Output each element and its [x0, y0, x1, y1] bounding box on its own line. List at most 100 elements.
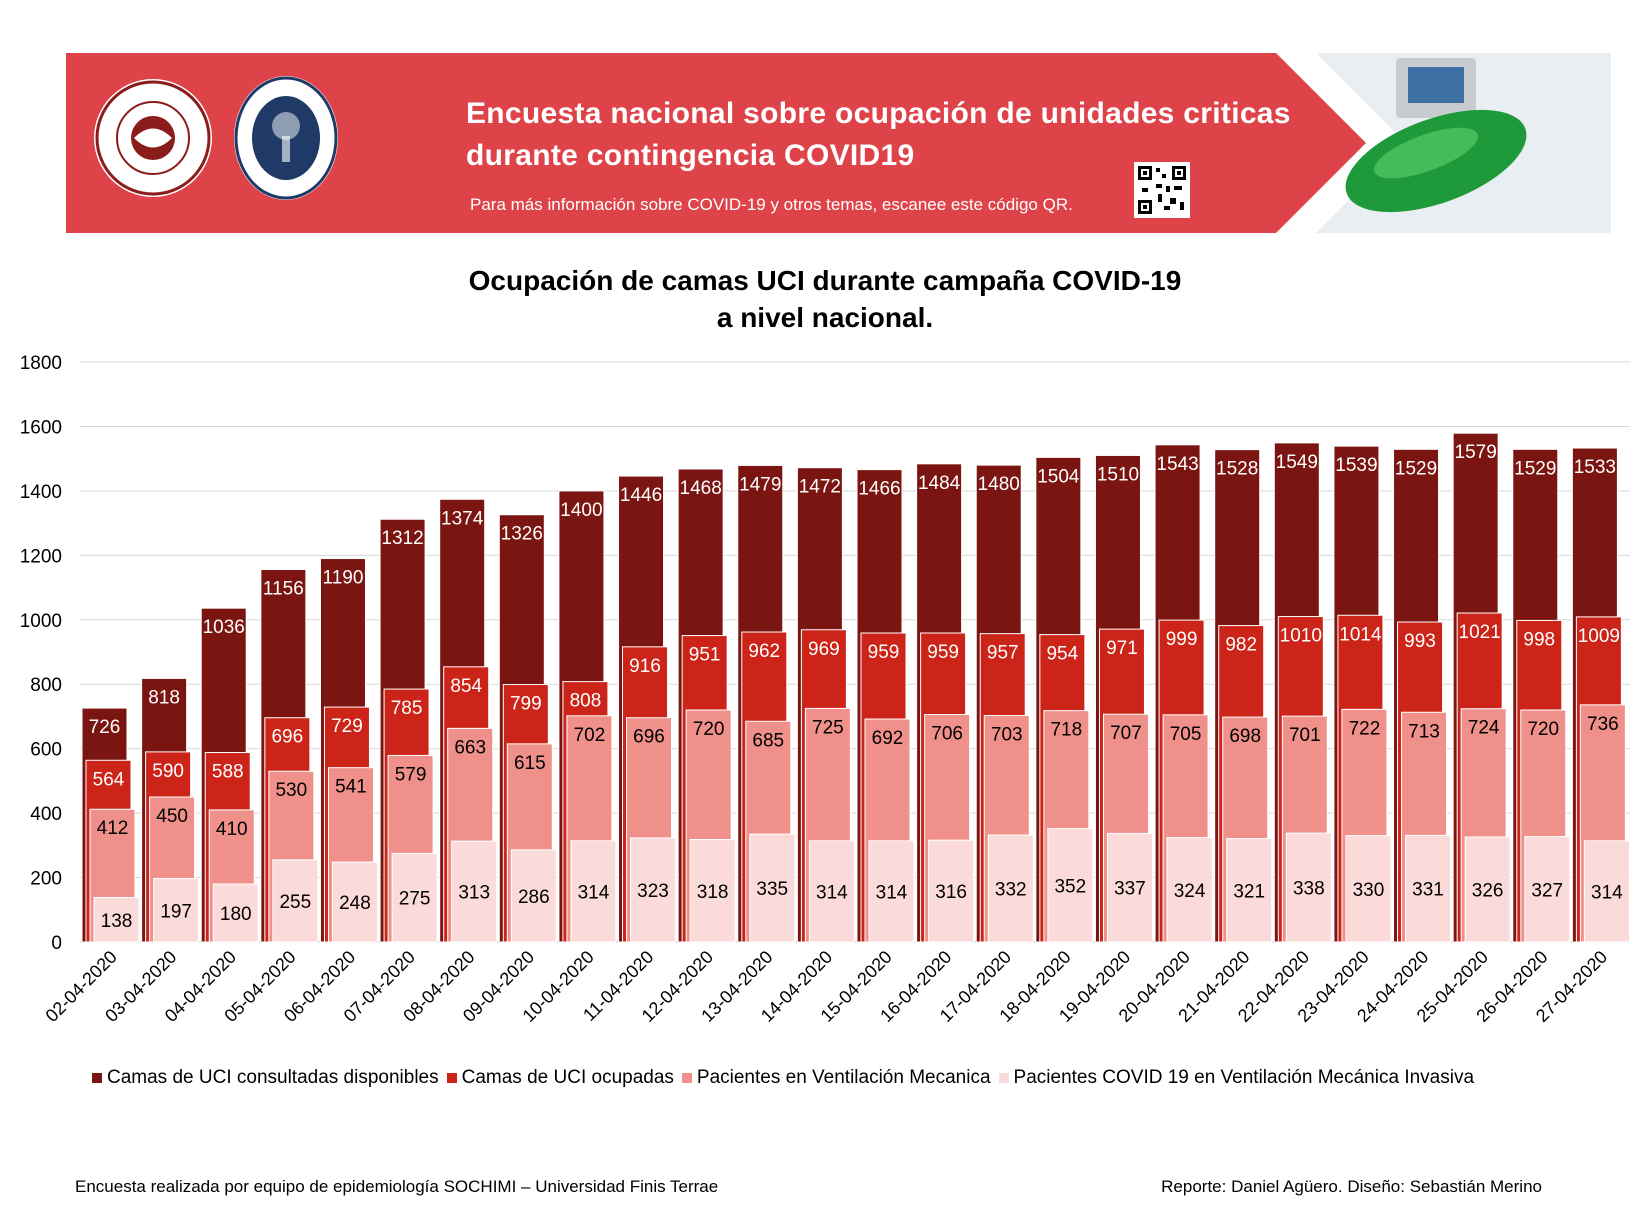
data-label: 982 — [1225, 635, 1257, 656]
data-label: 951 — [689, 645, 721, 666]
y-tick-label: 1800 — [20, 353, 62, 374]
banner-title-line2: durante contingencia COVID19 — [466, 139, 915, 172]
data-label: 736 — [1587, 714, 1619, 735]
data-label: 327 — [1531, 880, 1563, 901]
data-label: 718 — [1050, 720, 1082, 741]
data-label: 713 — [1408, 721, 1440, 742]
data-label: 724 — [1468, 718, 1500, 739]
data-label: 707 — [1110, 723, 1142, 744]
legend-item: Pacientes en Ventilación Mecanica — [681, 1067, 991, 1089]
bar-4 — [331, 861, 378, 943]
data-label: 1549 — [1276, 452, 1318, 473]
bar-4 — [987, 834, 1034, 943]
data-label: 180 — [220, 904, 252, 925]
data-label: 248 — [339, 893, 371, 914]
banner-background — [66, 53, 1611, 233]
bar-4 — [451, 840, 498, 943]
chart-title-line2: a nivel nacional. — [716, 302, 934, 333]
y-tick-label: 1600 — [20, 417, 62, 438]
data-label: 541 — [335, 777, 367, 798]
data-label: 331 — [1412, 880, 1444, 901]
data-label: 337 — [1114, 879, 1146, 900]
bar-4 — [1285, 832, 1332, 943]
data-label: 1472 — [799, 477, 841, 498]
data-label: 1468 — [680, 478, 722, 499]
data-label: 1579 — [1455, 442, 1497, 463]
bar-4 — [630, 837, 677, 943]
legend-item: Camas de UCI ocupadas — [446, 1067, 674, 1089]
data-label: 1446 — [620, 485, 662, 506]
banner-title: Encuesta nacional sobre ocupación de uni… — [466, 93, 1406, 177]
bar-4 — [272, 859, 319, 943]
legend-label: Pacientes COVID 19 en Ventilación Mecáni… — [1013, 1067, 1475, 1088]
data-label: 701 — [1289, 725, 1321, 746]
bar-4 — [928, 839, 975, 943]
y-tick-label: 0 — [51, 933, 62, 954]
data-label: 1479 — [739, 474, 781, 495]
data-label: 1510 — [1097, 464, 1139, 485]
chart-title: Ocupación de camas UCI durante campaña C… — [0, 262, 1650, 336]
bar-4 — [1405, 834, 1452, 943]
y-tick-label: 1200 — [20, 546, 62, 567]
data-label: 999 — [1166, 629, 1198, 650]
data-label: 318 — [697, 882, 729, 903]
data-label: 332 — [995, 880, 1027, 901]
data-label: 324 — [1174, 881, 1206, 902]
data-label: 705 — [1170, 724, 1202, 745]
data-label: 1528 — [1216, 459, 1258, 480]
data-label: 255 — [279, 892, 311, 913]
header-banner: Encuesta nacional sobre ocupación de uni… — [66, 53, 1611, 233]
bar-4 — [868, 840, 915, 943]
data-label: 799 — [510, 694, 542, 715]
chart-legend: Camas de UCI consultadas disponibles Cama… — [92, 1066, 1482, 1090]
data-label: 1539 — [1335, 455, 1377, 476]
data-label: 998 — [1523, 629, 1555, 650]
data-label: 1533 — [1574, 457, 1616, 478]
bar-4 — [1047, 828, 1094, 943]
data-label: 969 — [808, 639, 840, 660]
data-label: 1484 — [918, 473, 961, 494]
data-label: 1374 — [441, 508, 484, 529]
data-label: 338 — [1293, 879, 1325, 900]
data-label: 808 — [570, 691, 602, 712]
data-label: 957 — [987, 643, 1019, 664]
data-label: 702 — [574, 725, 606, 746]
data-label: 326 — [1472, 880, 1504, 901]
legend-swatch — [446, 1073, 457, 1083]
data-label: 706 — [931, 724, 963, 745]
chart-title-line1: Ocupación de camas UCI durante campaña C… — [468, 265, 1182, 296]
data-label: 729 — [331, 716, 363, 737]
data-label: 1021 — [1459, 622, 1501, 643]
legend-label: Camas de UCI ocupadas — [461, 1067, 674, 1088]
data-label: 854 — [450, 676, 482, 697]
data-label: 530 — [275, 780, 307, 801]
data-label: 564 — [93, 769, 125, 790]
data-label: 703 — [991, 724, 1023, 745]
data-label: 971 — [1106, 638, 1138, 659]
footer-credit: Encuesta realizada por equipo de epidemi… — [75, 1177, 719, 1196]
data-label: 1504 — [1037, 466, 1080, 487]
data-label: 316 — [935, 882, 967, 903]
bar-4 — [749, 833, 796, 943]
data-label: 352 — [1054, 876, 1086, 897]
data-label: 588 — [212, 762, 244, 783]
data-label: 579 — [395, 764, 427, 785]
data-label: 993 — [1404, 631, 1436, 652]
data-label: 313 — [458, 883, 490, 904]
y-tick-label: 400 — [30, 804, 62, 825]
legend-label: Camas de UCI consultadas disponibles — [107, 1067, 439, 1088]
qr-code-icon[interactable] — [1134, 162, 1190, 218]
data-label: 321 — [1233, 881, 1265, 902]
data-label: 314 — [578, 882, 610, 903]
data-label: 1529 — [1514, 458, 1556, 479]
y-tick-label: 200 — [30, 869, 62, 890]
bar-4 — [510, 849, 557, 943]
data-label: 335 — [756, 879, 788, 900]
bar-4 — [1464, 836, 1511, 943]
bar-4 — [808, 840, 855, 943]
data-label: 720 — [1527, 719, 1559, 740]
bar-4 — [1583, 840, 1630, 943]
data-label: 410 — [216, 819, 248, 840]
legend-swatch — [998, 1073, 1009, 1083]
legend-swatch — [681, 1073, 692, 1083]
